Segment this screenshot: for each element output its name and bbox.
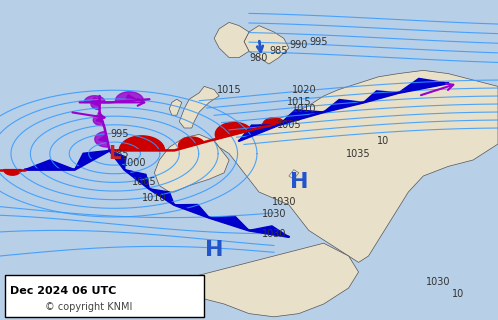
Polygon shape: [244, 26, 289, 64]
Polygon shape: [120, 136, 164, 150]
Polygon shape: [95, 132, 109, 147]
Text: 10: 10: [452, 289, 464, 300]
Text: 995: 995: [309, 36, 328, 47]
Polygon shape: [214, 22, 249, 58]
Text: L: L: [109, 144, 121, 163]
Text: 985: 985: [269, 46, 288, 56]
Polygon shape: [91, 98, 101, 102]
Text: © copyright KNMI: © copyright KNMI: [45, 302, 132, 312]
Polygon shape: [179, 86, 219, 128]
Polygon shape: [124, 95, 137, 101]
Text: 10: 10: [377, 136, 389, 146]
Polygon shape: [25, 160, 75, 170]
Text: 1020: 1020: [291, 84, 316, 95]
Polygon shape: [249, 226, 289, 237]
Polygon shape: [209, 216, 249, 230]
Polygon shape: [364, 91, 398, 102]
Polygon shape: [178, 137, 204, 149]
Text: H: H: [205, 240, 224, 260]
Text: 1030: 1030: [261, 228, 286, 239]
Text: H: H: [289, 172, 308, 192]
Polygon shape: [289, 170, 299, 179]
Polygon shape: [169, 99, 182, 115]
Polygon shape: [94, 101, 100, 106]
Polygon shape: [99, 135, 108, 142]
Polygon shape: [398, 78, 448, 93]
Text: 1015: 1015: [286, 97, 311, 108]
Polygon shape: [215, 122, 251, 139]
Polygon shape: [84, 96, 105, 102]
Polygon shape: [149, 189, 174, 205]
Text: 1000: 1000: [122, 158, 147, 168]
Polygon shape: [75, 150, 110, 170]
Text: 1005: 1005: [132, 177, 157, 188]
Text: 985: 985: [110, 148, 129, 159]
Text: 990: 990: [290, 40, 308, 50]
Text: 1030: 1030: [426, 276, 451, 287]
Text: 980: 980: [250, 52, 268, 63]
Polygon shape: [279, 110, 324, 125]
Text: 995: 995: [110, 129, 129, 140]
Polygon shape: [263, 118, 284, 127]
Polygon shape: [93, 114, 104, 126]
Text: 1010: 1010: [291, 104, 316, 114]
Polygon shape: [154, 134, 229, 192]
Text: 1010: 1010: [142, 193, 167, 204]
Text: 1030: 1030: [261, 209, 286, 220]
Polygon shape: [149, 243, 359, 317]
Polygon shape: [124, 170, 149, 189]
Polygon shape: [4, 170, 21, 175]
Polygon shape: [110, 150, 126, 170]
Polygon shape: [324, 100, 364, 112]
Polygon shape: [96, 117, 103, 122]
Polygon shape: [239, 125, 279, 141]
Polygon shape: [91, 99, 100, 109]
Text: 1035: 1035: [346, 148, 371, 159]
Polygon shape: [214, 70, 498, 262]
Text: Dec 2024 06 UTC: Dec 2024 06 UTC: [10, 286, 117, 296]
Bar: [5, 275, 204, 317]
Polygon shape: [116, 92, 143, 102]
Polygon shape: [174, 204, 209, 218]
Text: 1030: 1030: [271, 196, 296, 207]
Text: 1005: 1005: [276, 120, 301, 130]
Text: 1015: 1015: [217, 84, 242, 95]
